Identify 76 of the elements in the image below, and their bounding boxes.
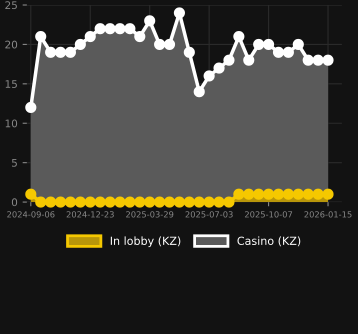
point bbox=[45, 196, 56, 208]
point bbox=[104, 196, 116, 208]
point bbox=[322, 188, 334, 200]
point bbox=[312, 188, 324, 200]
point bbox=[282, 188, 294, 200]
point bbox=[184, 46, 195, 58]
point bbox=[263, 38, 274, 50]
legend-label: Casino (KZ) bbox=[237, 236, 300, 246]
point bbox=[94, 23, 106, 34]
point bbox=[54, 46, 66, 58]
x-tick-label: 2025-03-29 bbox=[126, 211, 174, 218]
point bbox=[104, 23, 116, 34]
point bbox=[292, 188, 304, 200]
point bbox=[223, 54, 235, 66]
point bbox=[124, 23, 136, 34]
point bbox=[292, 38, 304, 50]
point bbox=[204, 70, 215, 82]
point bbox=[213, 62, 225, 74]
point bbox=[154, 196, 166, 208]
y-tick-label: 20 bbox=[5, 40, 18, 49]
x-tick-label: 2025-10-07 bbox=[244, 211, 292, 218]
point bbox=[164, 196, 176, 208]
point bbox=[302, 54, 314, 66]
point bbox=[25, 102, 36, 114]
point bbox=[35, 30, 46, 42]
point bbox=[144, 15, 156, 26]
point bbox=[64, 196, 76, 208]
point bbox=[243, 188, 254, 200]
point bbox=[74, 196, 86, 208]
point bbox=[184, 196, 195, 208]
point bbox=[164, 38, 176, 50]
y-tick-label: 5 bbox=[12, 159, 17, 167]
point bbox=[223, 196, 235, 208]
point bbox=[253, 38, 264, 50]
point bbox=[64, 46, 76, 58]
point bbox=[174, 7, 185, 18]
point bbox=[84, 30, 96, 42]
y-tick-label: 15 bbox=[6, 80, 17, 88]
point bbox=[312, 54, 324, 66]
point bbox=[282, 46, 294, 58]
point bbox=[233, 30, 244, 42]
point bbox=[124, 196, 136, 208]
legend-label: In lobby (KZ) bbox=[110, 236, 180, 248]
point bbox=[154, 38, 166, 50]
point bbox=[253, 188, 264, 200]
point bbox=[25, 188, 36, 200]
point bbox=[194, 86, 205, 98]
point bbox=[94, 196, 106, 208]
x-tick-label: 2024-12-23 bbox=[66, 211, 114, 218]
point bbox=[35, 196, 46, 208]
point bbox=[204, 196, 215, 208]
point bbox=[114, 196, 126, 208]
point bbox=[243, 54, 254, 66]
point bbox=[114, 23, 126, 34]
point bbox=[84, 196, 96, 208]
x-tick-label: 2025-07-03 bbox=[186, 211, 233, 218]
point bbox=[272, 188, 284, 200]
point bbox=[322, 54, 334, 66]
point bbox=[213, 196, 225, 208]
point bbox=[54, 196, 66, 208]
point bbox=[302, 188, 314, 200]
x-tick-label: 2024-09-06 bbox=[7, 211, 55, 218]
point bbox=[272, 46, 284, 58]
y-tick-label: 0 bbox=[12, 198, 18, 206]
point bbox=[263, 188, 274, 200]
point bbox=[233, 188, 244, 200]
y-tick-label: 10 bbox=[6, 119, 18, 128]
y-tick-label: 25 bbox=[5, 1, 17, 10]
point bbox=[134, 196, 146, 208]
point bbox=[74, 38, 86, 50]
x-tick-label: 2026-01-15 bbox=[304, 211, 352, 218]
point bbox=[144, 196, 156, 208]
point bbox=[134, 30, 146, 42]
point bbox=[45, 46, 56, 58]
point bbox=[174, 196, 185, 208]
point bbox=[194, 196, 205, 208]
